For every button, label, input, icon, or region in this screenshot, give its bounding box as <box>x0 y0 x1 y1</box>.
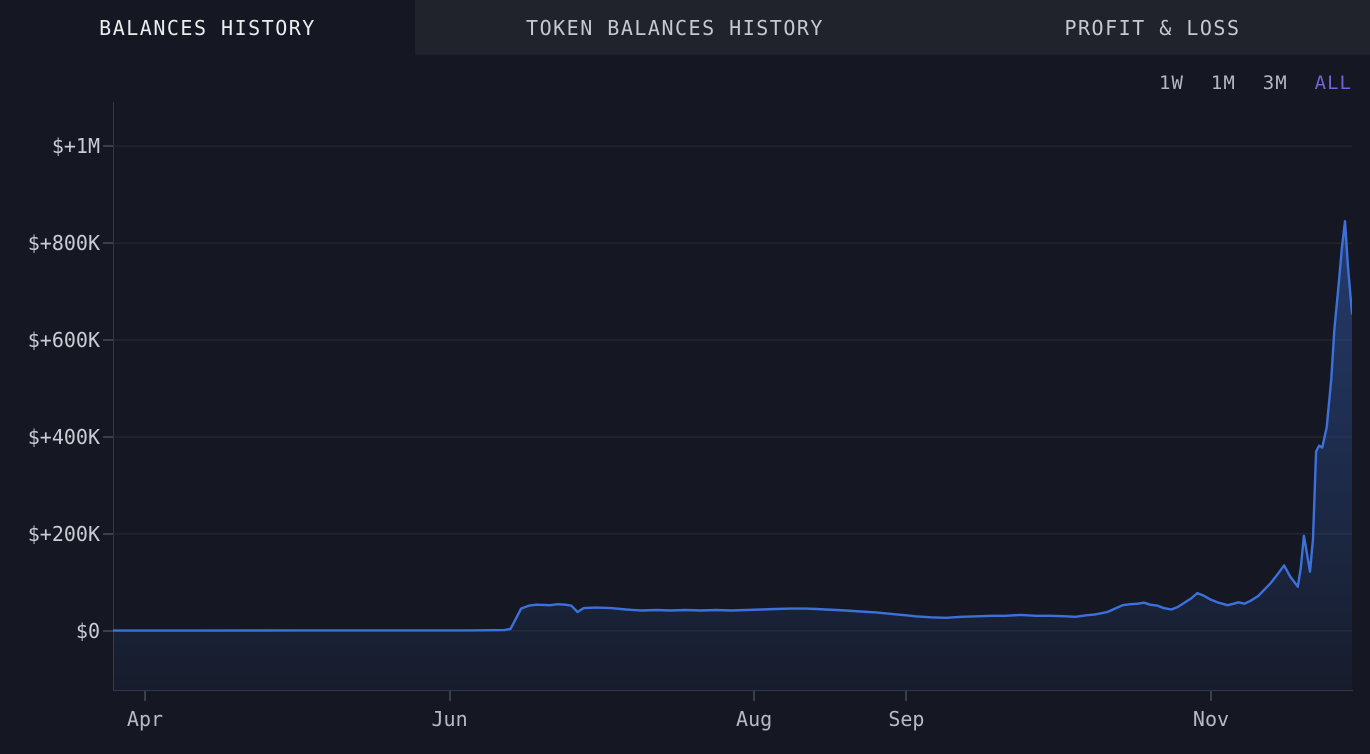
tab-token-balances-history-label: TOKEN BALANCES HISTORY <box>526 15 824 40</box>
y-axis-tick <box>103 242 113 245</box>
y-axis-label: $+200K <box>27 521 100 546</box>
x-axis-label: Aug <box>736 707 773 731</box>
chart-canvas <box>113 145 1352 690</box>
x-axis-tick <box>143 691 146 701</box>
range-button-1w[interactable]: 1W <box>1159 72 1184 94</box>
x-axis-label: Nov <box>1192 707 1230 731</box>
tab-balances-history[interactable]: BALANCES HISTORY <box>0 0 415 55</box>
y-axis-tick <box>103 145 113 148</box>
tab-token-balances-history[interactable]: TOKEN BALANCES HISTORY <box>415 0 935 55</box>
x-axis-label: Apr <box>126 707 164 731</box>
x-axis-label: Jun <box>431 707 468 731</box>
range-button-3m[interactable]: 3M <box>1262 72 1288 94</box>
range-button-1m[interactable]: 1M <box>1210 72 1236 94</box>
y-axis-tick <box>103 435 113 438</box>
y-axis-label: $+800K <box>27 231 100 256</box>
y-axis-tick <box>103 532 113 535</box>
y-axis-label: $0 <box>75 618 100 643</box>
y-axis-label: $+1M <box>51 134 100 159</box>
y-axis-tick <box>103 339 113 341</box>
time-range-selector: 1W 1M 3M ALL <box>1159 72 1352 94</box>
x-axis-line <box>113 690 1353 691</box>
tab-profit-loss[interactable]: PROFIT & LOSS <box>935 0 1370 55</box>
x-axis-tick <box>753 691 756 701</box>
balances-history-chart[interactable] <box>113 102 1352 690</box>
x-axis-tick <box>905 691 908 701</box>
x-axis-tick <box>1209 691 1212 701</box>
y-axis-label: $+600K <box>27 328 100 352</box>
tab-balances-history-label: BALANCES HISTORY <box>99 15 316 40</box>
x-axis-tick <box>448 691 451 701</box>
y-axis-label: $+400K <box>27 424 100 449</box>
tab-bar: BALANCES HISTORY TOKEN BALANCES HISTORY … <box>0 0 1370 55</box>
y-axis-tick <box>103 629 113 632</box>
tab-profit-loss-label: PROFIT & LOSS <box>1064 15 1241 40</box>
y-axis-line <box>113 102 114 691</box>
range-button-all[interactable]: ALL <box>1314 72 1352 94</box>
x-axis-label: Sep <box>888 707 925 731</box>
